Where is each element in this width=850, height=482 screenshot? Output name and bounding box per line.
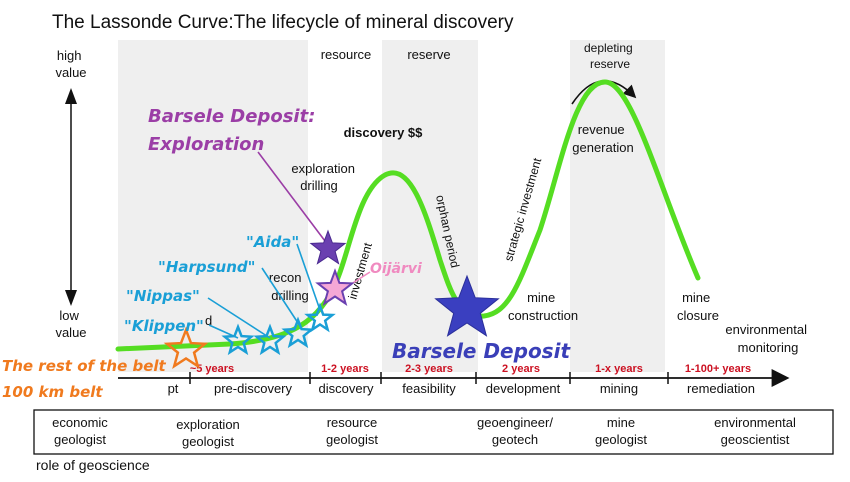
axis-arrow-down <box>65 290 77 306</box>
phase-label: development <box>486 381 561 396</box>
role-label: exploration geologist <box>176 417 240 449</box>
oijarvi-label: Oijärvi <box>370 261 422 277</box>
barsele-deposit-label: Barsele Deposit <box>392 339 571 363</box>
phase-label: pt <box>168 381 179 396</box>
duration-label: 1-100+ years <box>685 363 751 375</box>
d-partial-label: d <box>205 313 212 328</box>
star-barsele-exploration <box>309 229 347 265</box>
leader-line-harpsund <box>261 267 301 327</box>
role-caption: role of geoscience <box>36 457 150 473</box>
rest-of-belt-label: The rest of the belt 100 km belt <box>2 357 171 401</box>
leader-line-barsele-exploration <box>257 151 329 246</box>
chart-title: The Lassonde Curve:The lifecycle of mine… <box>52 12 514 33</box>
role-label: mine geologist <box>595 415 647 447</box>
duration-row: ~5 years 1-2 years 2-3 years 2 years 1-x… <box>190 363 751 375</box>
star-oijarvi <box>315 268 355 306</box>
recon-drilling-label: recon drilling <box>269 270 309 303</box>
band-pre-discovery <box>118 40 308 372</box>
phase-label: remediation <box>687 381 755 396</box>
star-nippas <box>253 323 287 356</box>
duration-label: ~5 years <box>190 363 234 375</box>
duration-label: 2 years <box>502 363 540 375</box>
leader-line-aida <box>296 243 321 311</box>
star-barsele-deposit <box>434 274 500 337</box>
role-label: geoengineer/geotech <box>477 415 553 447</box>
duration-label: 1-x years <box>595 363 643 375</box>
star-rest-of-belt <box>163 326 209 370</box>
aida-label: "Aida" <box>246 233 299 251</box>
mine-closure-label: mine closure <box>677 290 719 323</box>
role-label: resource geologist <box>326 415 378 447</box>
phase-label: mining <box>600 381 638 396</box>
phase-label: pre-discovery <box>214 381 293 396</box>
star-harpsund <box>281 316 315 349</box>
revenue-generation-label: revenue generation <box>572 122 633 155</box>
leader-line-nippas <box>207 297 271 339</box>
duration-label: 2-3 years <box>405 363 453 375</box>
roles-row: economic geologist exploration geologist r… <box>52 415 796 449</box>
nippas-label: "Nippas" <box>126 287 200 305</box>
exploration-drilling-label: exploration drilling <box>291 161 358 193</box>
harpsund-label: "Harpsund" <box>158 258 255 276</box>
phase-label: feasibility <box>402 381 456 396</box>
mine-construction-label: mine construction <box>508 290 578 323</box>
depleting-reserve-label: depleting reserve <box>584 41 636 71</box>
role-label: economic geologist <box>52 415 108 447</box>
high-value-label: high value <box>55 48 86 80</box>
reserve-label: reserve <box>407 47 450 62</box>
barsele-exploration-label: Barsele Deposit: Exploration <box>148 106 322 155</box>
environmental-monitoring-label: environmental monitoring <box>725 322 810 355</box>
low-value-label: low value <box>55 308 86 340</box>
roles-box <box>33 409 834 455</box>
star-aida <box>304 302 336 333</box>
strategic-investment-label: strategic investment <box>501 156 544 263</box>
phase-label: discovery <box>319 381 374 396</box>
klippen-label: "Klippen" <box>124 317 204 335</box>
resource-label: resource <box>321 47 372 62</box>
role-label: environmental geoscientist <box>714 415 796 447</box>
axis-arrow-up <box>65 88 77 104</box>
star-klippen <box>221 323 255 356</box>
duration-label: 1-2 years <box>321 363 369 375</box>
discovery-money-label: discovery $$ <box>344 125 424 140</box>
phase-row: pt pre-discovery discovery feasibility d… <box>168 381 755 396</box>
